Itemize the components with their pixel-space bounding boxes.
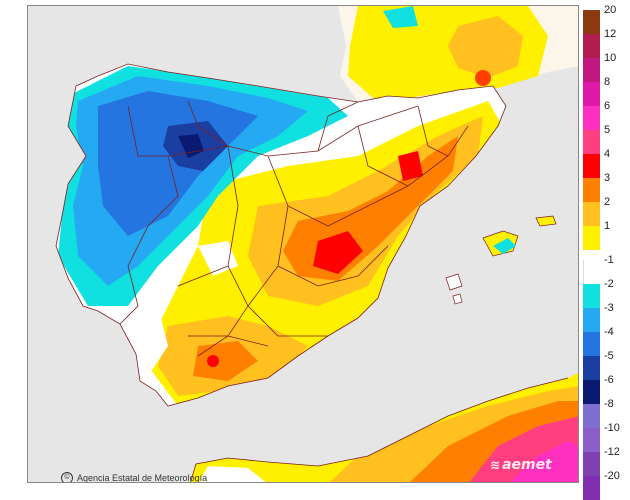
legend-swatch (583, 308, 600, 332)
temperature-anomaly-map: © Agencia Estatal de Meteorología (27, 5, 579, 483)
france-cold-spot (383, 6, 418, 28)
agency-credit-text: Agencia Estatal de Meteorología (77, 473, 208, 483)
legend-swatch (583, 34, 600, 58)
legend-swatch (583, 428, 600, 452)
balearic-islands (445, 215, 557, 305)
legend-swatch (583, 380, 600, 404)
legend-label: 10 (604, 52, 617, 64)
legend-swatch (583, 452, 600, 476)
color-scale-legend: 20 12 10 8 6 5 4 3 2 1 -1 -2 -3 -4 -5 -6 -8 -10 -12 -20 (583, 4, 629, 500)
legend-swatch (583, 82, 600, 106)
legend-label: -20 (604, 470, 620, 482)
legend-label: -3 (604, 302, 614, 314)
map-canvas (55, 6, 578, 482)
legend-label: -1 (604, 254, 614, 266)
legend-swatch (583, 284, 600, 308)
legend-label: 12 (604, 28, 617, 40)
copyright-icon: © (61, 472, 73, 482)
legend-label: -8 (604, 398, 614, 410)
legend-label: 20 (604, 4, 617, 16)
legend-swatch (583, 130, 600, 154)
legend-label: 8 (604, 76, 611, 88)
legend-label: -10 (604, 422, 620, 434)
legend-label: 1 (604, 220, 611, 232)
legend-label: -6 (604, 374, 614, 386)
legend-swatch (583, 226, 600, 250)
legend-swatch (583, 178, 600, 202)
legend-label: 3 (604, 172, 611, 184)
agency-credit: © Agencia Estatal de Meteorología (61, 471, 208, 483)
aemet-logo: ≋ aemet (490, 457, 552, 473)
legend-label: 6 (604, 100, 611, 112)
legend-swatch (583, 106, 600, 130)
aemet-logo-text: aemet (502, 457, 552, 473)
france-anomaly-orange (448, 16, 523, 78)
iberia-anomaly-field (58, 66, 506, 406)
legend-label: 2 (604, 196, 611, 208)
legend-label: -2 (604, 278, 614, 290)
legend-label: -5 (604, 350, 614, 362)
legend-swatch (583, 260, 601, 284)
france-anomaly-red (475, 70, 491, 86)
region-borders (55, 63, 507, 407)
legend-label: 4 (604, 148, 611, 160)
legend-swatch (583, 202, 600, 226)
legend-swatch (583, 10, 600, 34)
legend-swatch (583, 154, 600, 178)
legend-label: 5 (604, 124, 611, 136)
aemet-logo-icon: ≋ (490, 458, 501, 472)
africa-coastline (190, 377, 569, 482)
legend-swatch (583, 356, 600, 380)
legend-swatch (583, 58, 600, 82)
legend-swatch (583, 404, 600, 428)
legend-label: -12 (604, 446, 620, 458)
legend-swatch (583, 332, 600, 356)
legend-label: -4 (604, 326, 614, 338)
legend-swatch (583, 476, 600, 500)
africa-anomaly-field (198, 386, 578, 482)
